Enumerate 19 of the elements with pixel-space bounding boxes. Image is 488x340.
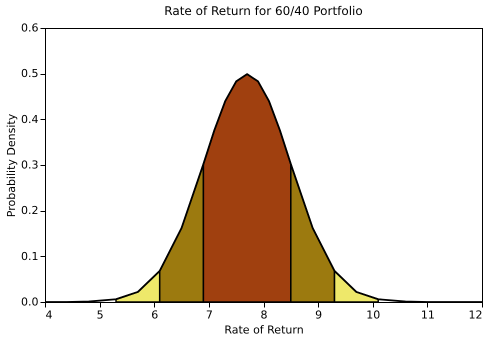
x-tick-label: 6 [151, 308, 158, 322]
x-tick-label: 9 [315, 308, 322, 322]
x-tick-label: 12 [468, 308, 482, 322]
x-tick-label: 11 [420, 308, 435, 322]
x-tick-label: 7 [206, 308, 213, 322]
y-tick-label: 0.4 [21, 112, 38, 126]
y-tick-label: 0.5 [21, 67, 38, 80]
y-tick-label: 0.0 [21, 296, 38, 308]
y-tick-label: 0.3 [21, 158, 38, 172]
x-tick-label: 4 [46, 308, 52, 322]
y-tick-label: 0.6 [21, 22, 38, 34]
y-tick-label: 0.1 [21, 250, 38, 263]
chart-title: Rate of Return for 60/40 Portfolio [164, 4, 363, 18]
y-tick-label: 0.2 [21, 204, 38, 218]
x-tick-label: 5 [96, 308, 104, 322]
x-axis-title: Rate of Return [224, 324, 304, 336]
y-axis-title: Probability Density [5, 113, 18, 218]
x-tick-label: 8 [260, 308, 268, 322]
x-tick-label: 10 [366, 308, 380, 322]
